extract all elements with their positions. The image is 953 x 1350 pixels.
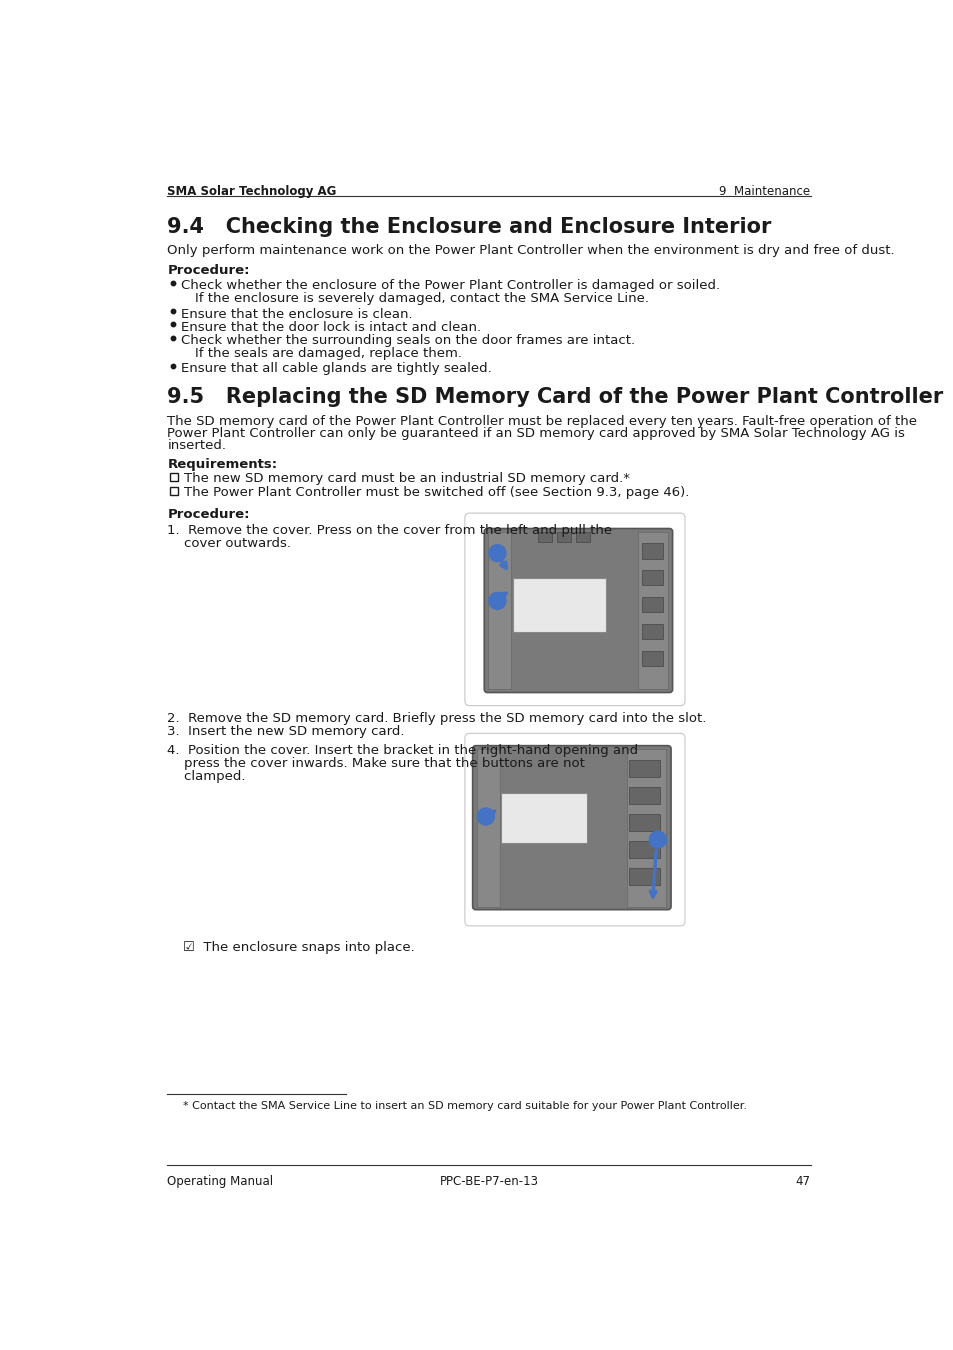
Text: press the cover inwards. Make sure that the buttons are not: press the cover inwards. Make sure that … — [167, 757, 584, 771]
Bar — [629, 841, 659, 859]
Bar — [488, 532, 511, 690]
Bar — [513, 578, 605, 632]
Circle shape — [476, 809, 494, 825]
Bar — [537, 532, 551, 541]
Text: Procedure:: Procedure: — [167, 263, 250, 277]
Bar — [500, 794, 586, 844]
Text: 1: 1 — [654, 836, 661, 845]
Text: * Contact the SMA Service Line to insert an SD memory card suitable for your Pow: * Contact the SMA Service Line to insert… — [183, 1102, 746, 1111]
Text: clamped.: clamped. — [167, 771, 246, 783]
Text: 1.  Remove the cover. Press on the cover from the left and pull the: 1. Remove the cover. Press on the cover … — [167, 524, 612, 537]
Text: ☑  The enclosure snaps into place.: ☑ The enclosure snaps into place. — [183, 941, 415, 954]
Bar — [641, 651, 662, 667]
Text: inserted.: inserted. — [167, 439, 226, 452]
Bar — [629, 868, 659, 886]
Text: 3.  Insert the new SD memory card.: 3. Insert the new SD memory card. — [167, 725, 404, 738]
Text: The new SD memory card must be an industrial SD memory card.*: The new SD memory card must be an indust… — [184, 472, 630, 485]
Text: Power Plant Controller can only be guaranteed if an SD memory card approved by S: Power Plant Controller can only be guara… — [167, 427, 904, 440]
Text: cover outwards.: cover outwards. — [167, 537, 291, 549]
FancyBboxPatch shape — [472, 745, 670, 910]
Circle shape — [488, 593, 505, 609]
FancyBboxPatch shape — [464, 513, 684, 706]
Text: Check whether the enclosure of the Power Plant Controller is damaged or soiled.: Check whether the enclosure of the Power… — [181, 279, 720, 292]
Bar — [171, 472, 178, 481]
Text: 4.  Position the cover. Insert the bracket in the right-hand opening and: 4. Position the cover. Insert the bracke… — [167, 744, 638, 757]
Text: 9.5   Replacing the SD Memory Card of the Power Plant Controller: 9.5 Replacing the SD Memory Card of the … — [167, 387, 943, 406]
Text: Ensure that the door lock is intact and clean.: Ensure that the door lock is intact and … — [181, 320, 481, 333]
FancyBboxPatch shape — [464, 733, 684, 926]
Text: The SD memory card of the Power Plant Controller must be replaced every ten year: The SD memory card of the Power Plant Co… — [167, 414, 917, 428]
Bar — [557, 532, 571, 541]
Text: 9.4   Checking the Enclosure and Enclosure Interior: 9.4 Checking the Enclosure and Enclosure… — [167, 217, 771, 238]
Text: 2: 2 — [493, 597, 500, 606]
Text: Procedure:: Procedure: — [167, 508, 250, 521]
Text: Ensure that the enclosure is clean.: Ensure that the enclosure is clean. — [181, 308, 413, 320]
Circle shape — [488, 544, 505, 562]
Text: If the seals are damaged, replace them.: If the seals are damaged, replace them. — [195, 347, 461, 360]
Text: PPC-BE-P7-en-13: PPC-BE-P7-en-13 — [439, 1174, 537, 1188]
Circle shape — [649, 832, 666, 848]
Text: 2: 2 — [481, 811, 489, 822]
FancyBboxPatch shape — [484, 528, 672, 693]
Bar — [629, 760, 659, 778]
Text: 47: 47 — [795, 1174, 810, 1188]
Bar — [626, 749, 665, 907]
Bar — [641, 543, 662, 559]
Text: 2.  Remove the SD memory card. Briefly press the SD memory card into the slot.: 2. Remove the SD memory card. Briefly pr… — [167, 711, 706, 725]
Text: If the enclosure is severely damaged, contact the SMA Service Line.: If the enclosure is severely damaged, co… — [195, 292, 649, 305]
Bar — [171, 487, 178, 494]
Bar — [641, 570, 662, 586]
Text: 9  Maintenance: 9 Maintenance — [719, 185, 810, 198]
Bar — [638, 532, 667, 690]
Text: 1: 1 — [493, 548, 500, 559]
Text: SMA Solar Technology AG: SMA Solar Technology AG — [167, 185, 336, 198]
Bar — [629, 814, 659, 832]
Text: Ensure that all cable glands are tightly sealed.: Ensure that all cable glands are tightly… — [181, 362, 492, 375]
Text: Requirements:: Requirements: — [167, 459, 277, 471]
Bar — [576, 532, 590, 541]
Text: Check whether the surrounding seals on the door frames are intact.: Check whether the surrounding seals on t… — [181, 333, 635, 347]
Bar — [476, 749, 499, 907]
Bar — [641, 597, 662, 613]
Text: Operating Manual: Operating Manual — [167, 1174, 274, 1188]
Text: Only perform maintenance work on the Power Plant Controller when the environment: Only perform maintenance work on the Pow… — [167, 244, 894, 258]
Text: The Power Plant Controller must be switched off (see Section 9.3, page 46).: The Power Plant Controller must be switc… — [184, 486, 689, 500]
Bar — [629, 787, 659, 805]
Bar — [641, 624, 662, 640]
